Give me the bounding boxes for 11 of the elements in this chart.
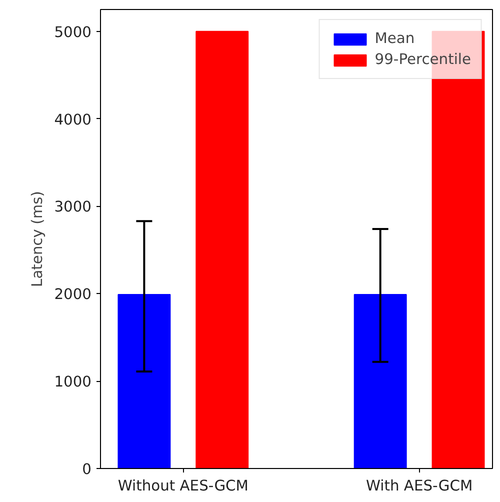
y-tick-label: 1000 (54, 374, 92, 391)
legend-label: Mean (374, 30, 415, 47)
x-tick-label: Without AES-GCM (118, 478, 248, 494)
y-axis-title: Latency (ms) (29, 191, 46, 287)
y-tick-label: 5000 (54, 24, 92, 41)
y-tick-label: 0 (82, 461, 92, 478)
legend-label: 99-Percentile (374, 51, 471, 68)
x-tick-label: With AES-GCM (366, 478, 473, 494)
y-tick-label: 2000 (54, 286, 92, 304)
y-tick-label: 4000 (54, 111, 92, 128)
y-tick-label: 3000 (54, 198, 92, 216)
